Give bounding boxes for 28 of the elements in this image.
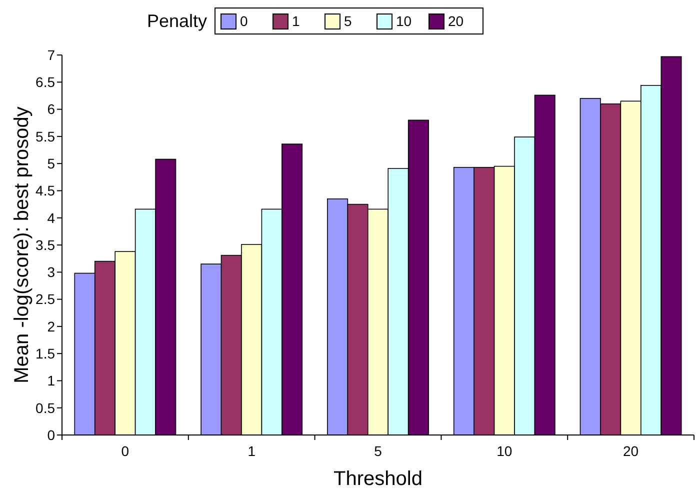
y-tick-label: 5: [47, 155, 56, 172]
y-tick-label: 3.5: [36, 236, 56, 253]
y-tick-label: 6: [47, 101, 56, 118]
y-tick-label: 3: [47, 264, 56, 280]
x-tick-label: 10: [496, 443, 512, 459]
legend-label: 1: [292, 13, 300, 29]
y-tick-label: 7: [47, 46, 56, 63]
y-axis-title: Mean -log(score): best prosody: [11, 106, 33, 384]
x-tick-label: 0: [121, 443, 130, 459]
legend-label: 10: [396, 13, 412, 29]
legend-title: Penalty: [146, 11, 207, 31]
x-tick-label: 20: [623, 443, 639, 459]
y-tick-label: 0.5: [36, 400, 56, 416]
legend-label: 0: [240, 13, 248, 29]
x-tick-label: 5: [374, 443, 382, 459]
x-axis-title: Threshold: [334, 468, 422, 490]
legend-label: 5: [344, 13, 352, 29]
y-tick-label: 2: [47, 318, 56, 334]
y-tick-label: 0: [47, 426, 56, 443]
y-tick-label: 1.5: [36, 345, 56, 362]
x-tick-label: 1: [248, 443, 256, 459]
y-tick-label: 4: [47, 210, 56, 226]
legend-label: 20: [448, 13, 464, 29]
y-tick-label: 4.5: [36, 182, 56, 199]
y-tick-label: 5.5: [36, 128, 56, 144]
y-tick-label: 2.5: [36, 291, 56, 308]
y-tick-label: 1: [47, 372, 56, 389]
y-tick-label: 6.5: [36, 74, 56, 90]
